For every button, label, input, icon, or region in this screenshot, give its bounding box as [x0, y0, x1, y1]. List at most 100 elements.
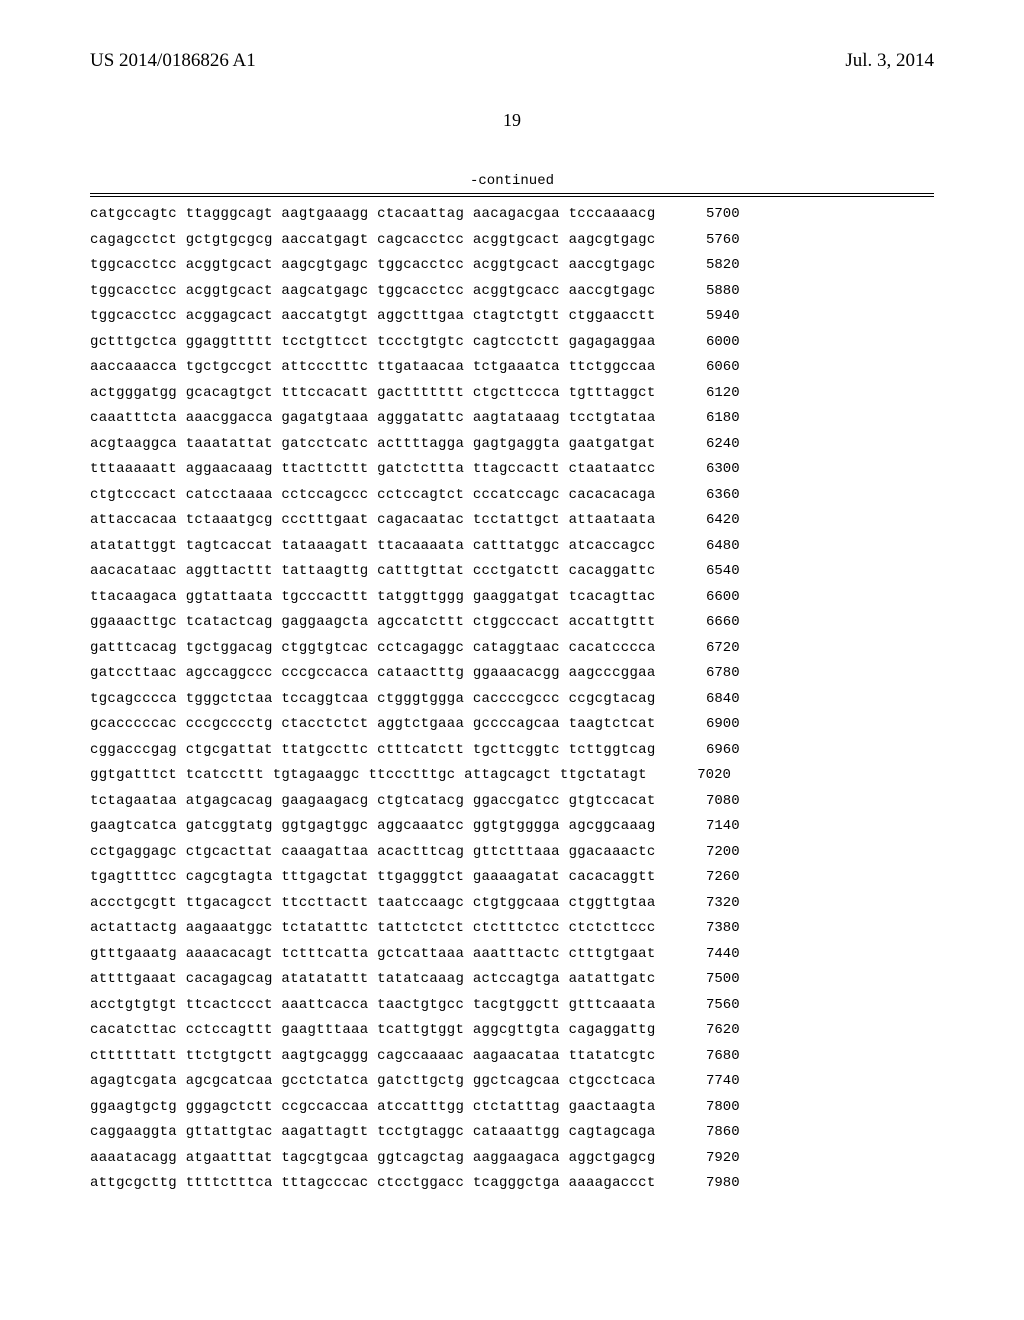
sequence-row: actattactg aagaaatggc tctatatttc tattctc…: [90, 921, 934, 935]
sequence-position: 7860: [690, 1125, 740, 1139]
sequence-position: 6120: [690, 386, 740, 400]
sequence-bases: cacatcttac cctccagttt gaagtttaaa tcattgt…: [90, 1023, 656, 1037]
sequence-bases: actgggatgg gcacagtgct tttccacatt gactttt…: [90, 386, 656, 400]
sequence-position: 6600: [690, 590, 740, 604]
continued-label: -continued: [90, 173, 934, 189]
sequence-row: actgggatgg gcacagtgct tttccacatt gactttt…: [90, 386, 934, 400]
sequence-row: caggaaggta gttattgtac aagattagtt tcctgta…: [90, 1125, 934, 1139]
sequence-row: acgtaaggca taaatattat gatcctcatc actttta…: [90, 437, 934, 451]
sequence-row: cctgaggagc ctgcacttat caaagattaa acacttt…: [90, 845, 934, 859]
sequence-position: 7560: [690, 998, 740, 1012]
sequence-row: tggcacctcc acggagcact aaccatgtgt aggcttt…: [90, 309, 934, 323]
sequence-row: agagtcgata agcgcatcaa gcctctatca gatcttg…: [90, 1074, 934, 1088]
sequence-row: aaaatacagg atgaatttat tagcgtgcaa ggtcagc…: [90, 1151, 934, 1165]
sequence-position: 6420: [690, 513, 740, 527]
sequence-bases: agagtcgata agcgcatcaa gcctctatca gatcttg…: [90, 1074, 656, 1088]
sequence-bases: tgcagcccca tgggctctaa tccaggtcaa ctgggtg…: [90, 692, 656, 706]
sequence-bases: cggacccgag ctgcgattat ttatgccttc ctttcat…: [90, 743, 656, 757]
sequence-position: 7980: [690, 1176, 740, 1190]
sequence-position: 7440: [690, 947, 740, 961]
sequence-position: 6960: [690, 743, 740, 757]
sequence-row: ttacaagaca ggtattaata tgcccacttt tatggtt…: [90, 590, 934, 604]
sequence-position: 6780: [690, 666, 740, 680]
sequence-bases: tgagttttcc cagcgtagta tttgagctat ttgaggg…: [90, 870, 656, 884]
sequence-bases: gatccttaac agccaggccc cccgccacca cataact…: [90, 666, 656, 680]
sequence-position: 5820: [690, 258, 740, 272]
publication-number: US 2014/0186826 A1: [90, 50, 256, 72]
sequence-listing: catgccagtc ttagggcagt aagtgaaagg ctacaat…: [90, 207, 934, 1190]
sequence-row: aaccaaacca tgctgccgct attccctttc ttgataa…: [90, 360, 934, 374]
sequence-position: 6660: [690, 615, 740, 629]
sequence-position: 6480: [690, 539, 740, 553]
sequence-bases: aaaatacagg atgaatttat tagcgtgcaa ggtcagc…: [90, 1151, 656, 1165]
sequence-bases: tttaaaaatt aggaacaaag ttacttcttt gatctct…: [90, 462, 656, 476]
sequence-position: 7800: [690, 1100, 740, 1114]
sequence-position: 6360: [690, 488, 740, 502]
sequence-position: 7620: [690, 1023, 740, 1037]
sequence-row: tggcacctcc acggtgcact aagcatgagc tggcacc…: [90, 284, 934, 298]
sequence-bases: actattactg aagaaatggc tctatatttc tattctc…: [90, 921, 656, 935]
sequence-bases: tggcacctcc acggagcact aaccatgtgt aggcttt…: [90, 309, 656, 323]
sequence-bases: aacacataac aggttacttt tattaagttg catttgt…: [90, 564, 656, 578]
sequence-bases: ggaagtgctg gggagctctt ccgccaccaa atccatt…: [90, 1100, 656, 1114]
sequence-position: 7920: [690, 1151, 740, 1165]
sequence-position: 7260: [690, 870, 740, 884]
sequence-bases: gcacccccac cccgcccctg ctacctctct aggtctg…: [90, 717, 656, 731]
sequence-position: 6180: [690, 411, 740, 425]
sequence-bases: ctgtcccact catcctaaaa cctccagccc cctccag…: [90, 488, 656, 502]
sequence-bases: aaccaaacca tgctgccgct attccctttc ttgataa…: [90, 360, 656, 374]
top-rule: [90, 193, 934, 197]
sequence-bases: attgcgcttg ttttctttca tttagcccac ctcctgg…: [90, 1176, 656, 1190]
patent-page: US 2014/0186826 A1 Jul. 3, 2014 19 -cont…: [0, 0, 1024, 1242]
sequence-position: 5760: [690, 233, 740, 247]
sequence-row: gaagtcatca gatcggtatg ggtgagtggc aggcaaa…: [90, 819, 934, 833]
sequence-bases: tggcacctcc acggtgcact aagcgtgagc tggcacc…: [90, 258, 656, 272]
sequence-row: cagagcctct gctgtgcgcg aaccatgagt cagcacc…: [90, 233, 934, 247]
sequence-row: gcacccccac cccgcccctg ctacctctct aggtctg…: [90, 717, 934, 731]
sequence-position: 7500: [690, 972, 740, 986]
sequence-bases: catgccagtc ttagggcagt aagtgaaagg ctacaat…: [90, 207, 656, 221]
sequence-row: catgccagtc ttagggcagt aagtgaaagg ctacaat…: [90, 207, 934, 221]
sequence-bases: cttttttatt ttctgtgctt aagtgcaggg cagccaa…: [90, 1049, 656, 1063]
sequence-bases: attttgaaat cacagagcag atatatattt tatatca…: [90, 972, 656, 986]
sequence-row: cacatcttac cctccagttt gaagtttaaa tcattgt…: [90, 1023, 934, 1037]
sequence-bases: tctagaataa atgagcacag gaagaagacg ctgtcat…: [90, 794, 656, 808]
sequence-bases: caaatttcta aaacggacca gagatgtaaa agggata…: [90, 411, 656, 425]
sequence-row: aacacataac aggttacttt tattaagttg catttgt…: [90, 564, 934, 578]
sequence-position: 5880: [690, 284, 740, 298]
sequence-bases: gaagtcatca gatcggtatg ggtgagtggc aggcaaa…: [90, 819, 656, 833]
sequence-row: gatttcacag tgctggacag ctggtgtcac cctcaga…: [90, 641, 934, 655]
sequence-position: 6840: [690, 692, 740, 706]
sequence-bases: atatattggt tagtcaccat tataaagatt ttacaaa…: [90, 539, 656, 553]
sequence-position: 5700: [690, 207, 740, 221]
sequence-position: 7020: [681, 768, 731, 782]
sequence-position: 7740: [690, 1074, 740, 1088]
sequence-row: tgcagcccca tgggctctaa tccaggtcaa ctgggtg…: [90, 692, 934, 706]
sequence-bases: ggaaacttgc tcatactcag gaggaagcta agccatc…: [90, 615, 656, 629]
sequence-position: 7680: [690, 1049, 740, 1063]
sequence-row: gctttgctca ggaggttttt tcctgttcct tccctgt…: [90, 335, 934, 349]
sequence-bases: gctttgctca ggaggttttt tcctgttcct tccctgt…: [90, 335, 656, 349]
sequence-row: gtttgaaatg aaaacacagt tctttcatta gctcatt…: [90, 947, 934, 961]
sequence-row: ggaaacttgc tcatactcag gaggaagcta agccatc…: [90, 615, 934, 629]
sequence-position: 6900: [690, 717, 740, 731]
sequence-row: acctgtgtgt ttcactccct aaattcacca taactgt…: [90, 998, 934, 1012]
sequence-bases: ggtgatttct tcatccttt tgtagaaggc ttcccttt…: [90, 768, 647, 782]
sequence-row: tgagttttcc cagcgtagta tttgagctat ttgaggg…: [90, 870, 934, 884]
sequence-bases: gatttcacag tgctggacag ctggtgtcac cctcaga…: [90, 641, 656, 655]
publication-date: Jul. 3, 2014: [845, 50, 934, 72]
sequence-position: 7080: [690, 794, 740, 808]
sequence-bases: cctgaggagc ctgcacttat caaagattaa acacttt…: [90, 845, 656, 859]
sequence-row: attaccacaa tctaaatgcg ccctttgaat cagacaa…: [90, 513, 934, 527]
sequence-position: 6720: [690, 641, 740, 655]
sequence-row: attgcgcttg ttttctttca tttagcccac ctcctgg…: [90, 1176, 934, 1190]
sequence-bases: accctgcgtt ttgacagcct ttccttactt taatcca…: [90, 896, 656, 910]
sequence-bases: gtttgaaatg aaaacacagt tctttcatta gctcatt…: [90, 947, 656, 961]
sequence-row: ggtgatttct tcatccttt tgtagaaggc ttcccttt…: [90, 768, 934, 782]
sequence-position: 7320: [690, 896, 740, 910]
sequence-row: cttttttatt ttctgtgctt aagtgcaggg cagccaa…: [90, 1049, 934, 1063]
sequence-row: tggcacctcc acggtgcact aagcgtgagc tggcacc…: [90, 258, 934, 272]
sequence-row: gatccttaac agccaggccc cccgccacca cataact…: [90, 666, 934, 680]
sequence-position: 6300: [690, 462, 740, 476]
sequence-row: accctgcgtt ttgacagcct ttccttactt taatcca…: [90, 896, 934, 910]
